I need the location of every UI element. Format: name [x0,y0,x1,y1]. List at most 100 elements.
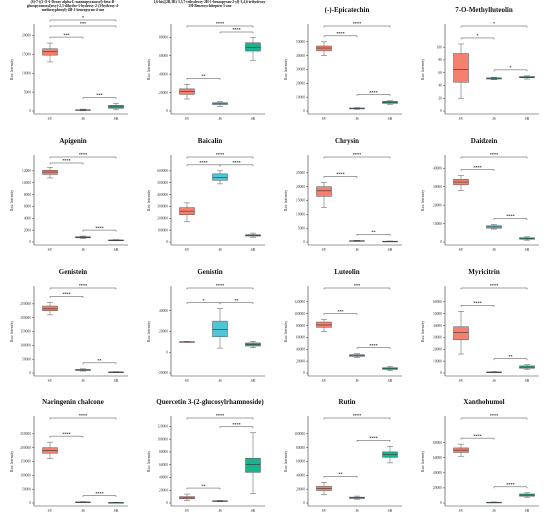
y-tick-label: 400000 [157,193,168,197]
significance-label: * [202,298,204,303]
x-tick-label: JS [492,248,496,252]
significance-label: **** [95,491,103,496]
significance-label: * [476,33,478,38]
y-tick-label: 300000 [157,205,168,209]
y-axis-label: Raw Intensity [284,59,288,80]
y-tick-label: 250000 [20,302,31,306]
x-tick-label: SY [322,117,327,121]
y-axis-label: Raw Intensity [147,190,151,211]
y-tick-label: 200000 [20,446,31,450]
significance-label: **** [216,413,224,418]
significance-bracket [49,156,117,159]
significance-bracket [460,437,495,440]
significance-label: **** [62,292,70,297]
y-tick-label: 0 [166,350,168,354]
significance-label: **** [62,158,70,163]
chart-panel: Genistein 0 50000 100000 150000 200000 250000 R… [0,262,137,392]
x-tick-label: JS [492,509,496,513]
y-tick-label: 0 [166,240,168,244]
y-tick-label: 40000 [159,72,168,76]
x-tick-label: JS [218,248,222,252]
x-tick-label: SB [525,379,530,383]
y-axis-label: Raw Intensity [147,321,151,342]
significance-bracket [186,164,221,167]
x-tick-label: SY [459,248,464,252]
significance-bracket [82,229,117,232]
y-tick-label: 80000 [159,450,168,454]
significance-bracket [82,362,117,365]
significance-label: **** [353,152,361,157]
significance-label: **** [473,301,481,306]
y-tick-label: 40000 [296,54,305,58]
y-tick-label: 5000 [24,90,31,94]
y-tick-label: 0 [303,109,305,113]
significance-label: ** [508,354,512,359]
x-tick-label: SB [525,509,530,513]
y-tick-label: 20 [438,96,442,100]
x-tick-label: SY [185,379,190,383]
chart-svg: 0 5000 10000 15000 20000 Raw Intensity SY JS SB *… [10,15,128,121]
y-axis-label: Raw Intensity [284,190,288,211]
chart-panel: Myricitrin 0 10000 20000 30000 40000 50000 6000… [411,262,548,392]
y-tick-label: 40000 [433,471,442,475]
y-tick-label: 10000 [22,181,31,185]
chart-panel: 7-O-Methylluteolin 0 20 40 60 80 100 Raw Intens… [411,0,548,130]
significance-bracket [493,486,528,489]
significance-bracket [323,476,358,478]
y-tick-label: 25000 [296,171,305,175]
x-tick-label: JS [355,379,359,383]
y-tick-label: 40 [438,84,442,88]
significance-label: **** [232,160,240,165]
significance-label: **** [62,431,70,436]
box-SY [316,45,332,52]
y-axis-label: Raw Intensity [147,451,151,472]
y-tick-label: 12000 [22,169,31,173]
y-tick-label: 100000 [157,437,168,441]
chart-panel: Luteolin 0 20000 40000 60000 80000 100000 12000… [274,262,411,392]
significance-bracket [356,234,391,236]
chart-panel: (S)-7-((2-O-6-Deoxy-alpha-L-mannopyranos… [0,0,137,130]
significance-label: **** [506,482,514,487]
y-tick-label: 500000 [157,181,168,185]
x-tick-label: SY [322,379,327,383]
chart-panel: Apigenin 0 2000 4000 6000 8000 10000 12000 Raw I… [0,131,137,261]
significance-label: **** [232,422,240,427]
y-tick-label: 60000 [296,336,305,340]
y-tick-label: 80000 [433,441,442,445]
significance-bracket [49,19,117,22]
y-tick-label: 150000 [20,460,31,464]
significance-bracket [186,287,254,290]
y-tick-label: 60000 [159,463,168,467]
significance-bracket [460,417,528,420]
significance-label: *** [96,93,102,98]
significance-label: **** [473,433,481,438]
y-tick-label: 0 [303,240,305,244]
significance-label: *** [63,32,69,37]
y-axis-label: Raw Intensity [284,451,288,472]
chart-panel: Quercetin 3-(2-glucosylrhamnoside) 0 20000… [137,392,274,522]
y-tick-label: 100000 [294,432,305,436]
significance-bracket [460,156,528,159]
y-tick-label: 40000 [296,347,305,351]
significance-label: ** [234,298,238,303]
significance-label: **** [216,152,224,157]
x-tick-label: SY [459,379,464,383]
y-tick-label: 100000 [294,312,305,316]
significance-label: **** [353,21,361,26]
y-tick-label: -20000 [158,371,168,375]
significance-label: **** [79,283,87,288]
x-tick-label: SB [251,248,256,252]
significance-label: ** [371,230,375,235]
y-tick-label: 60 [438,71,442,75]
significance-bracket [323,35,358,38]
y-axis-label: Raw Intensity [421,451,425,472]
chart-svg: 0 20000 40000 60000 80000 Raw Intensity SY JS SB… [147,21,265,121]
y-tick-label: 40000 [159,309,168,313]
y-tick-label: 20000 [433,486,442,490]
x-tick-label: JS [355,509,359,513]
significance-bracket [460,287,528,290]
significance-label: ** [338,471,342,476]
significance-label: **** [490,413,498,418]
significance-bracket [493,69,528,72]
significance-label: **** [95,225,103,230]
